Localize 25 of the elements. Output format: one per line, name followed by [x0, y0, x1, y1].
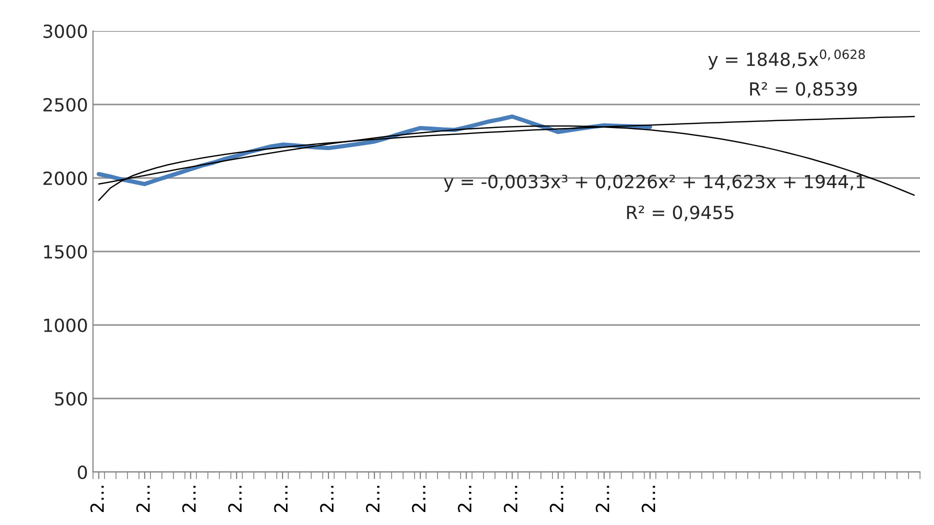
x-tick-label: 2…: [182, 486, 196, 512]
x-tick-label: 2…: [320, 486, 334, 512]
annotation: R² = 0,8539: [750, 82, 857, 98]
line-series: [98, 116, 915, 201]
x-tick-label: 2…: [136, 486, 150, 512]
y-tick-label: 2500: [44, 98, 87, 112]
annotation: y = -0,0033x³ + 0,0226x² + 14,623x + 1944,1: [444, 174, 865, 192]
annotation: y = 1848,5x$^{0,0628}$: [708, 50, 865, 70]
x-tick-label: 2…: [504, 486, 518, 512]
y-tick-label: 3000: [44, 24, 87, 38]
y-tick-label: 500: [55, 392, 87, 406]
annotation: R² = 0,9455: [627, 206, 734, 222]
x-tick-label: 2…: [90, 486, 104, 512]
x-tick-label: 2…: [274, 486, 288, 512]
x-tick-label: 2…: [458, 486, 472, 512]
y-tick-label: 1500: [44, 244, 87, 259]
x-tick-label: 2…: [642, 486, 656, 512]
y-tick-label: 1000: [44, 318, 87, 332]
y-tick-label: 0: [78, 465, 87, 480]
x-tick-label: 2…: [366, 486, 380, 512]
y-tick-label: 2000: [44, 171, 87, 186]
x-tick-label: 2…: [228, 486, 242, 512]
x-tick-label: 2…: [596, 486, 610, 512]
x-tick-label: 2…: [412, 486, 426, 512]
x-tick-label: 2…: [550, 486, 564, 512]
